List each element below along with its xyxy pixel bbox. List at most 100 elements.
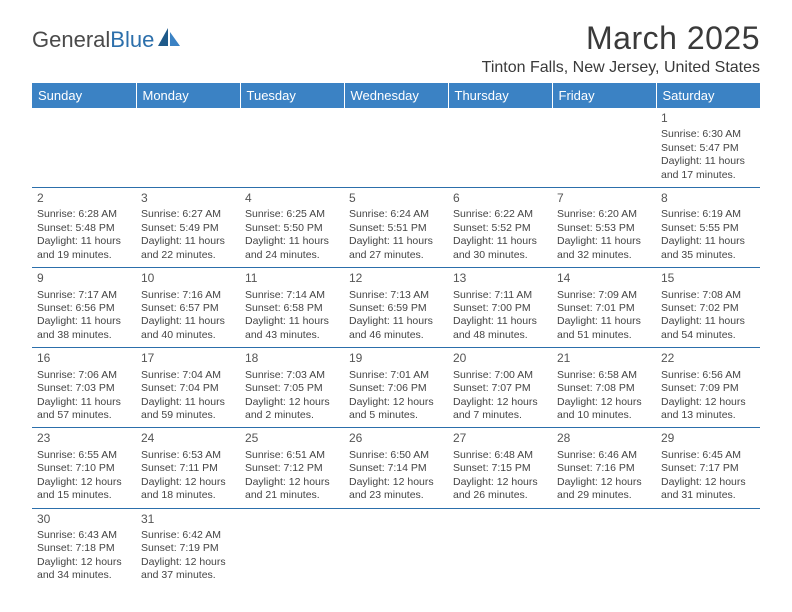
day-number: 10 — [141, 271, 235, 286]
daylight-text: Daylight: 11 hours — [245, 315, 339, 328]
sunset-text: Sunset: 5:50 PM — [245, 222, 339, 235]
daylight-text: Daylight: 12 hours — [245, 396, 339, 409]
day-number: 19 — [349, 351, 443, 366]
sunset-text: Sunset: 5:51 PM — [349, 222, 443, 235]
calendar-cell: 15Sunrise: 7:08 AMSunset: 7:02 PMDayligh… — [656, 268, 760, 348]
weekday-header: Monday — [136, 83, 240, 108]
daylight-text: and 27 minutes. — [349, 249, 443, 262]
day-number: 12 — [349, 271, 443, 286]
sunrise-text: Sunrise: 7:17 AM — [37, 289, 131, 302]
calendar-cell: 25Sunrise: 6:51 AMSunset: 7:12 PMDayligh… — [240, 428, 344, 508]
daylight-text: Daylight: 12 hours — [453, 396, 547, 409]
calendar-cell: 30Sunrise: 6:43 AMSunset: 7:18 PMDayligh… — [32, 508, 136, 588]
day-number: 7 — [557, 191, 651, 206]
calendar-cell: 2Sunrise: 6:28 AMSunset: 5:48 PMDaylight… — [32, 188, 136, 268]
sunset-text: Sunset: 7:19 PM — [141, 542, 235, 555]
calendar-cell — [344, 508, 448, 588]
calendar-cell: 16Sunrise: 7:06 AMSunset: 7:03 PMDayligh… — [32, 348, 136, 428]
sunrise-text: Sunrise: 6:56 AM — [661, 369, 755, 382]
sunset-text: Sunset: 7:06 PM — [349, 382, 443, 395]
sunrise-text: Sunrise: 6:22 AM — [453, 208, 547, 221]
daylight-text: Daylight: 11 hours — [349, 235, 443, 248]
calendar-cell: 18Sunrise: 7:03 AMSunset: 7:05 PMDayligh… — [240, 348, 344, 428]
sunset-text: Sunset: 7:00 PM — [453, 302, 547, 315]
calendar-cell: 6Sunrise: 6:22 AMSunset: 5:52 PMDaylight… — [448, 188, 552, 268]
sunset-text: Sunset: 7:16 PM — [557, 462, 651, 475]
daylight-text: Daylight: 11 hours — [661, 315, 755, 328]
daylight-text: Daylight: 11 hours — [557, 315, 651, 328]
calendar-cell — [136, 108, 240, 188]
calendar-cell — [448, 508, 552, 588]
page-subtitle: Tinton Falls, New Jersey, United States — [482, 59, 760, 77]
calendar-row: 1Sunrise: 6:30 AMSunset: 5:47 PMDaylight… — [32, 108, 760, 188]
sunrise-text: Sunrise: 6:30 AM — [661, 128, 755, 141]
sunset-text: Sunset: 6:57 PM — [141, 302, 235, 315]
day-number: 8 — [661, 191, 755, 206]
calendar-cell: 9Sunrise: 7:17 AMSunset: 6:56 PMDaylight… — [32, 268, 136, 348]
day-number: 13 — [453, 271, 547, 286]
daylight-text: and 59 minutes. — [141, 409, 235, 422]
calendar-cell: 21Sunrise: 6:58 AMSunset: 7:08 PMDayligh… — [552, 348, 656, 428]
sunrise-text: Sunrise: 6:46 AM — [557, 449, 651, 462]
sunset-text: Sunset: 7:14 PM — [349, 462, 443, 475]
day-number: 17 — [141, 351, 235, 366]
logo-word-blue: Blue — [110, 27, 154, 52]
daylight-text: and 18 minutes. — [141, 489, 235, 502]
daylight-text: Daylight: 11 hours — [349, 315, 443, 328]
day-number: 11 — [245, 271, 339, 286]
weekday-header: Tuesday — [240, 83, 344, 108]
daylight-text: and 48 minutes. — [453, 329, 547, 342]
page-title: March 2025 — [482, 20, 760, 57]
daylight-text: and 32 minutes. — [557, 249, 651, 262]
calendar-cell — [32, 108, 136, 188]
sunrise-text: Sunrise: 6:25 AM — [245, 208, 339, 221]
daylight-text: Daylight: 11 hours — [661, 155, 755, 168]
daylight-text: and 40 minutes. — [141, 329, 235, 342]
day-number: 20 — [453, 351, 547, 366]
daylight-text: Daylight: 11 hours — [37, 315, 131, 328]
sunset-text: Sunset: 5:52 PM — [453, 222, 547, 235]
calendar-row: 16Sunrise: 7:06 AMSunset: 7:03 PMDayligh… — [32, 348, 760, 428]
weekday-header-row: Sunday Monday Tuesday Wednesday Thursday… — [32, 83, 760, 108]
calendar-row: 9Sunrise: 7:17 AMSunset: 6:56 PMDaylight… — [32, 268, 760, 348]
day-number: 25 — [245, 431, 339, 446]
daylight-text: Daylight: 12 hours — [557, 476, 651, 489]
calendar-cell: 4Sunrise: 6:25 AMSunset: 5:50 PMDaylight… — [240, 188, 344, 268]
daylight-text: Daylight: 12 hours — [37, 476, 131, 489]
calendar-cell — [240, 508, 344, 588]
daylight-text: and 17 minutes. — [661, 169, 755, 182]
weekday-header: Friday — [552, 83, 656, 108]
daylight-text: and 54 minutes. — [661, 329, 755, 342]
sunrise-text: Sunrise: 6:50 AM — [349, 449, 443, 462]
calendar-cell: 17Sunrise: 7:04 AMSunset: 7:04 PMDayligh… — [136, 348, 240, 428]
title-block: March 2025 Tinton Falls, New Jersey, Uni… — [482, 20, 760, 77]
sunset-text: Sunset: 7:11 PM — [141, 462, 235, 475]
calendar-cell: 29Sunrise: 6:45 AMSunset: 7:17 PMDayligh… — [656, 428, 760, 508]
day-number: 5 — [349, 191, 443, 206]
day-number: 3 — [141, 191, 235, 206]
sunset-text: Sunset: 7:05 PM — [245, 382, 339, 395]
day-number: 24 — [141, 431, 235, 446]
header: GeneralBlue March 2025 Tinton Falls, New… — [32, 20, 760, 77]
calendar-cell: 3Sunrise: 6:27 AMSunset: 5:49 PMDaylight… — [136, 188, 240, 268]
daylight-text: Daylight: 12 hours — [557, 396, 651, 409]
sunrise-text: Sunrise: 7:16 AM — [141, 289, 235, 302]
day-number: 31 — [141, 512, 235, 527]
daylight-text: Daylight: 11 hours — [37, 235, 131, 248]
calendar-cell: 23Sunrise: 6:55 AMSunset: 7:10 PMDayligh… — [32, 428, 136, 508]
day-number: 29 — [661, 431, 755, 446]
sunrise-text: Sunrise: 6:42 AM — [141, 529, 235, 542]
sunrise-text: Sunrise: 6:19 AM — [661, 208, 755, 221]
sunrise-text: Sunrise: 6:53 AM — [141, 449, 235, 462]
calendar-cell: 13Sunrise: 7:11 AMSunset: 7:00 PMDayligh… — [448, 268, 552, 348]
sunset-text: Sunset: 7:18 PM — [37, 542, 131, 555]
daylight-text: Daylight: 12 hours — [661, 396, 755, 409]
daylight-text: and 21 minutes. — [245, 489, 339, 502]
daylight-text: and 31 minutes. — [661, 489, 755, 502]
calendar-cell: 28Sunrise: 6:46 AMSunset: 7:16 PMDayligh… — [552, 428, 656, 508]
calendar-cell — [656, 508, 760, 588]
day-number: 26 — [349, 431, 443, 446]
daylight-text: Daylight: 11 hours — [245, 235, 339, 248]
daylight-text: Daylight: 12 hours — [661, 476, 755, 489]
day-number: 1 — [661, 111, 755, 126]
